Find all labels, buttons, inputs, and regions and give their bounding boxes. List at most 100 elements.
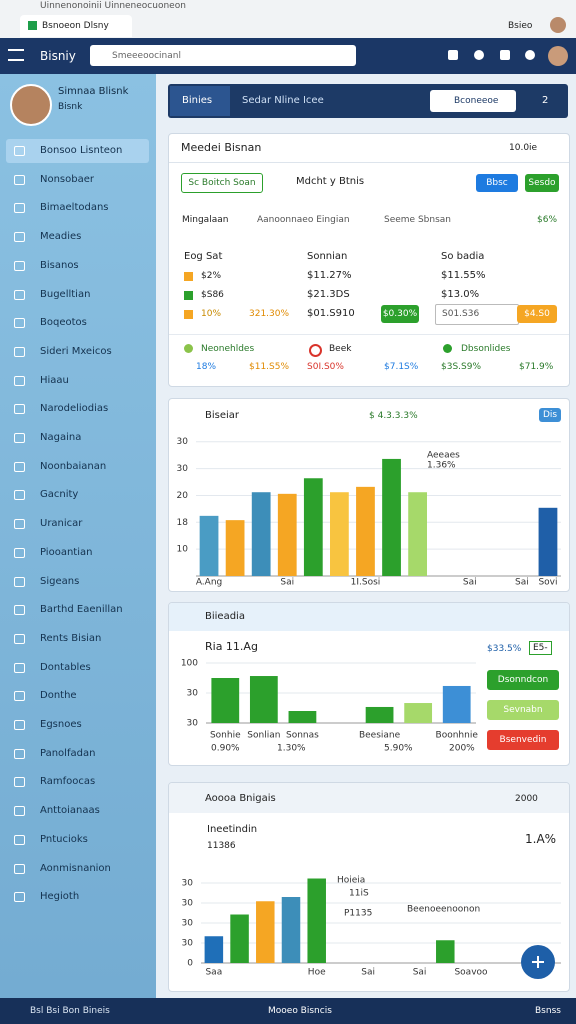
annotation: 5.90%	[384, 744, 413, 754]
nav-label: Egsnoes	[40, 719, 82, 730]
nav-item[interactable]: Barthd Eaenillan	[0, 598, 155, 622]
nav-item[interactable]: Narodeliodias	[0, 397, 155, 421]
icon[interactable]	[448, 50, 458, 60]
nav-item[interactable]: Bimaeltodans	[0, 196, 155, 220]
tab[interactable]: Bsnoeon Dlsny	[20, 15, 132, 37]
y-tick-label: 30	[182, 939, 194, 949]
icon[interactable]	[474, 50, 484, 60]
nav-item[interactable]: Dontables	[0, 656, 155, 680]
nav-item[interactable]: Sideri Mxeicos	[0, 340, 155, 364]
action-button[interactable]: Bsenvedin	[487, 730, 559, 750]
cell: $11.55%	[441, 270, 486, 281]
nav-label: Piooantian	[40, 546, 93, 558]
nav-icon	[14, 806, 25, 817]
x-tick-label: Hoe	[308, 968, 326, 978]
fab[interactable]	[521, 945, 555, 979]
nav-item[interactable]: Nagaina	[0, 426, 155, 450]
nav-item[interactable]: Rents Bisian	[0, 627, 155, 651]
menu-icon[interactable]	[8, 49, 24, 61]
summary-card: Meedei Bisnan 10.0ie Sc Boitch Soan Mdch…	[168, 133, 570, 387]
nav-item[interactable]: Bonsoo Lisnteon	[6, 139, 149, 163]
nav-icon	[14, 203, 25, 214]
nav-item[interactable]: Noonbaianan	[0, 455, 155, 479]
nav-item[interactable]: Bugelltian	[0, 283, 155, 307]
nav-item[interactable]: Anttoianaas	[0, 799, 155, 823]
nav-icon	[14, 892, 25, 903]
nav-item[interactable]: Ramfoocas	[0, 770, 155, 794]
orange-button[interactable]: $4.S0	[517, 305, 557, 323]
input[interactable]: S01.S36	[435, 304, 519, 325]
y-tick-label: 30	[177, 464, 189, 474]
tab[interactable]: Seeme Sbnsan	[384, 215, 451, 225]
nav-item[interactable]: Bisanos	[0, 254, 155, 278]
footer-value: 18%	[196, 362, 217, 372]
avatar[interactable]	[550, 17, 566, 33]
chart-card: Biieadia Ria 11.Ag $33.5% E5- Dsonndcon …	[168, 602, 570, 766]
green-button[interactable]: Sesdo	[525, 174, 559, 192]
action-button[interactable]: Sevnabn	[487, 700, 559, 720]
nav-item[interactable]: Boqeotos	[0, 311, 155, 335]
icon[interactable]	[500, 50, 510, 60]
x-tick-label: Saa	[205, 968, 222, 978]
nav-icon	[14, 633, 25, 644]
banner-action[interactable]: Bconeeoe	[430, 90, 516, 112]
icon[interactable]	[525, 50, 535, 60]
nav-icon	[14, 375, 25, 386]
nav-icon	[14, 720, 25, 730]
banner-tab[interactable]	[170, 86, 230, 116]
nav-item[interactable]: Sigeans	[0, 570, 155, 594]
nav-label: Nagaina	[40, 432, 82, 443]
nav-item[interactable]: Donthe	[0, 684, 155, 708]
footer-value: $11.S5%	[249, 362, 290, 372]
tab[interactable]: Mingalaan	[182, 215, 229, 225]
bar	[256, 901, 275, 963]
app-header: Bisniy Smeeeoocinanl	[0, 38, 576, 74]
nav-label: Gacnity	[40, 489, 79, 501]
search-box[interactable]: Smeeeoocinanl	[90, 45, 356, 66]
nav-item[interactable]: Aonmisnanion	[0, 857, 155, 881]
cell: 10%	[201, 309, 222, 319]
apply-button[interactable]: $0.30%	[381, 305, 419, 323]
nav-item[interactable]: Piooantian	[0, 541, 155, 565]
nav-item[interactable]: Hiaau	[0, 369, 155, 393]
chart-subvalue: 11386	[207, 841, 236, 851]
nav-item[interactable]: Gacnity	[0, 483, 155, 507]
action-button[interactable]: Dsonndcon	[487, 670, 559, 690]
footer-icon	[309, 344, 322, 357]
user-avatar[interactable]	[548, 46, 568, 66]
bar	[404, 703, 433, 723]
nav-item[interactable]: Uranicar	[0, 512, 155, 536]
nav-icon	[14, 576, 25, 587]
footer-value: S0I.S0%	[307, 362, 344, 372]
chart-title: Aoooa Bnigais	[205, 793, 276, 804]
y-tick-label: 30	[187, 689, 199, 699]
chart-tag[interactable]: Dis	[539, 408, 561, 422]
chart-period: 2000	[515, 794, 538, 804]
nav-label: Hiaau	[40, 374, 69, 386]
x-tick-label: Sai	[413, 968, 427, 978]
nav-item[interactable]: Meadies	[0, 225, 155, 249]
x-tick-label: Sai	[515, 578, 529, 588]
blue-button[interactable]: Bbsc	[476, 174, 518, 192]
x-tick-label: Beesiane	[359, 731, 401, 741]
filter-button[interactable]: Sc Boitch Soan	[181, 173, 263, 193]
nav-label: Aonmisnanion	[40, 862, 111, 874]
nav-label: Bugelltian	[40, 288, 91, 300]
nav-label: Bisanos	[40, 259, 79, 271]
chart: 0 30 30 30 30 Saa Hoe Sai Sai Soavoo Hoieia 11iS P11…	[182, 876, 561, 978]
nav-label: Ramfoocas	[40, 776, 96, 788]
tab[interactable]: Aanoonnaeo Eingian	[257, 215, 350, 225]
cell: $2%	[201, 271, 222, 281]
footer-value: $7.1S%	[384, 362, 419, 372]
bar	[249, 676, 278, 723]
banner: Binies Sedar Nline Icee Bconeeoe 2	[168, 84, 568, 118]
tab-icon	[28, 21, 37, 30]
nav-item[interactable]: Nonsobaer	[0, 168, 155, 192]
nav-item[interactable]: Hegioth	[0, 885, 155, 909]
nav-item[interactable]: Egsnoes	[0, 713, 155, 737]
bottom-left: Bsl Bsi Bon Bineis	[30, 1006, 110, 1016]
nav-item[interactable]: Pntucioks	[0, 828, 155, 852]
nav-label: Anttoianaas	[40, 805, 100, 817]
footer-icon	[184, 344, 193, 353]
nav-item[interactable]: Panolfadan	[0, 742, 155, 766]
